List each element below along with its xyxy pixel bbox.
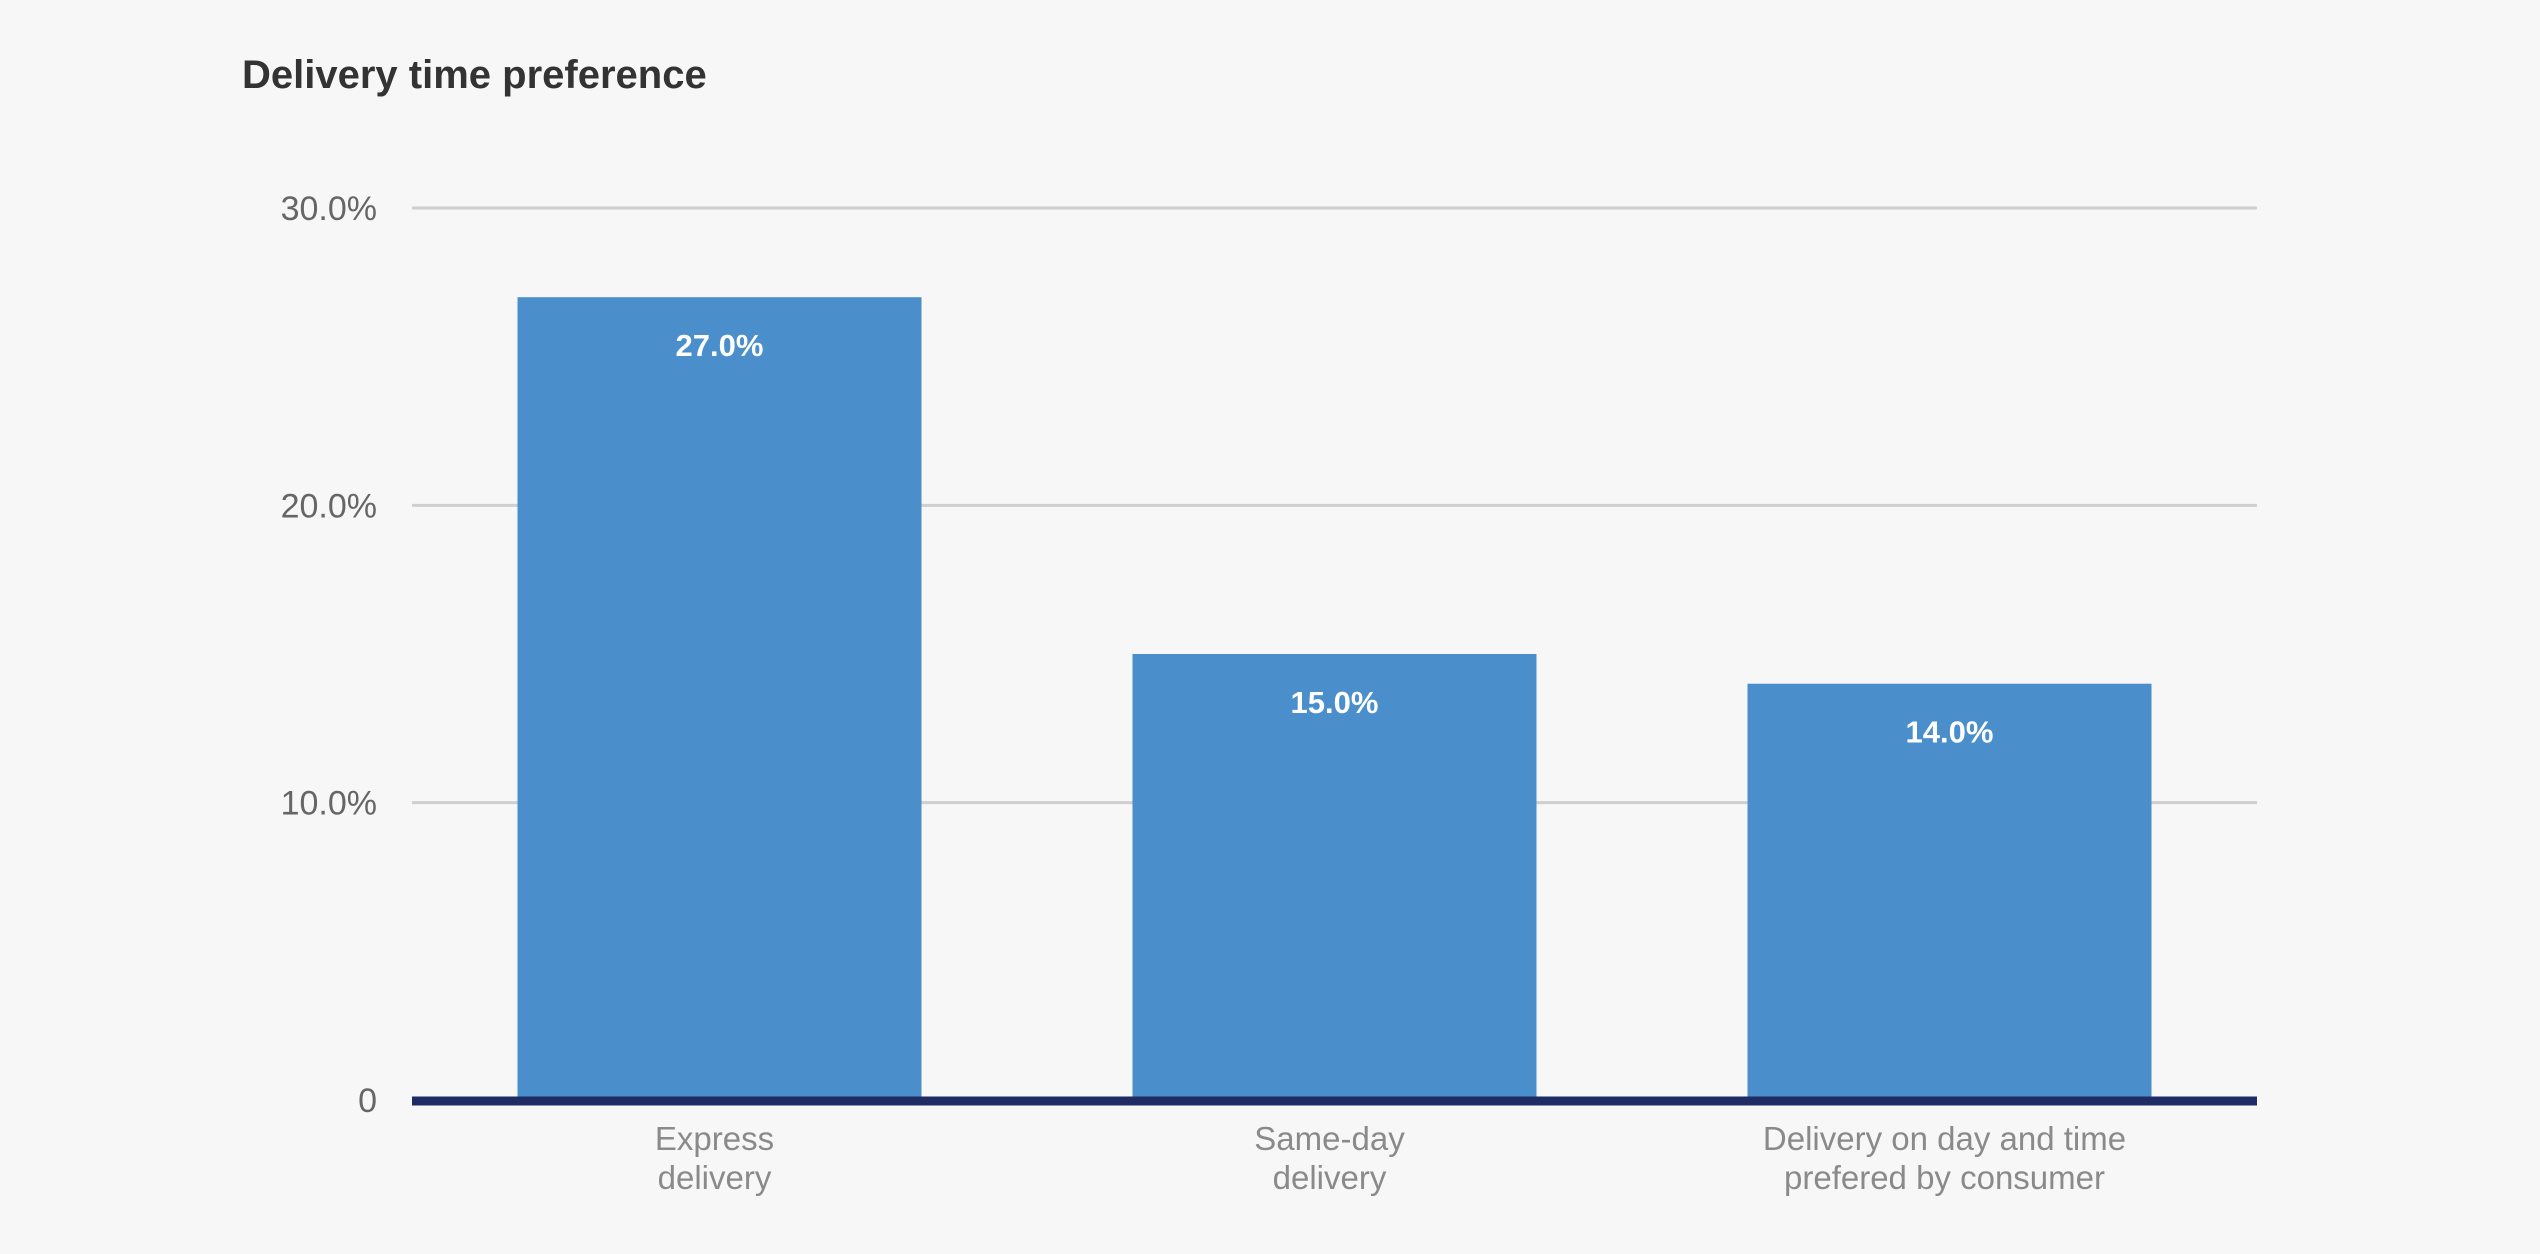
y-tick-label: 30.0%	[281, 190, 377, 228]
data-label: 27.0%	[676, 328, 764, 363]
x-category-label: delivery	[658, 1159, 772, 1196]
x-axis-category-labels: ExpressdeliverySame-daydeliveryDelivery …	[655, 1120, 2126, 1196]
x-category-label: Express	[655, 1120, 774, 1157]
bar	[1747, 683, 2152, 1100]
x-category-label: Delivery on day and time	[1763, 1120, 2126, 1157]
data-labels: 27.0% 15.0% 14.0%	[676, 328, 1994, 750]
y-tick-label: 0	[358, 1082, 377, 1120]
x-category-label: Same-day	[1254, 1120, 1405, 1157]
x-category-label: prefered by consumer	[1784, 1159, 2105, 1196]
data-label: 14.0%	[1906, 715, 1994, 750]
bar	[1132, 654, 1537, 1100]
y-axis-tick-labels: 0 10.0% 20.0% 30.0%	[281, 190, 377, 1120]
data-label: 15.0%	[1291, 685, 1379, 720]
chart-title: Delivery time preference	[242, 53, 707, 97]
x-category-label: delivery	[1273, 1159, 1387, 1196]
bar	[517, 297, 922, 1100]
bars	[517, 297, 2152, 1100]
y-tick-label: 10.0%	[281, 785, 377, 823]
y-tick-label: 20.0%	[281, 487, 377, 525]
